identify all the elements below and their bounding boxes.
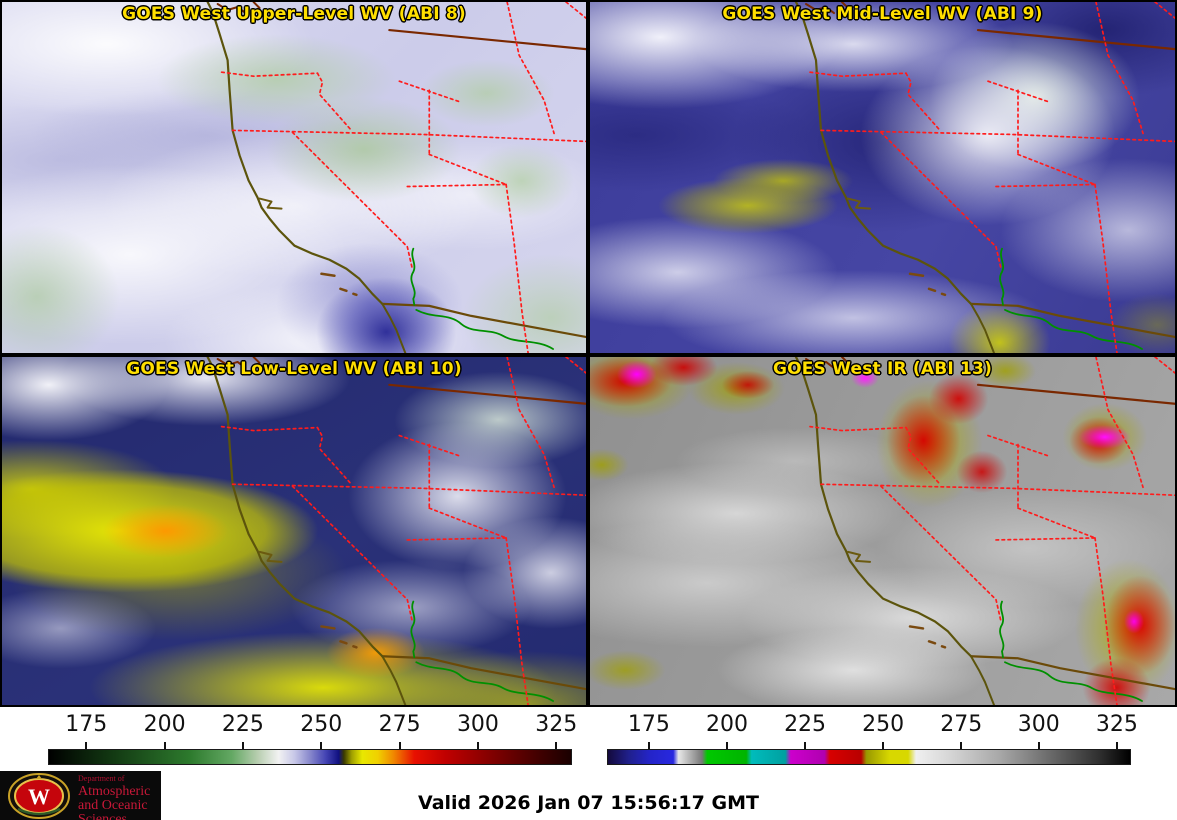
logo-dept-line: Department of	[78, 774, 125, 783]
map-borders-overlay	[794, 2, 1175, 353]
panel-infrared: GOES West IR (ABI 13)	[590, 357, 1175, 705]
colorbar-tick-label: 225	[784, 712, 827, 737]
colorbar-tick-label: 325	[1095, 712, 1138, 737]
valid-time-label: Valid 2026 Jan 07 15:56:17 GMT	[418, 792, 759, 814]
map-borders-overlay	[206, 357, 586, 705]
colorbar-tick-label: 275	[940, 712, 983, 737]
colorbar-tick-mark	[398, 742, 401, 749]
colorbar-tick-mark	[725, 742, 728, 749]
map-borders-overlay	[206, 2, 586, 353]
uw-crest-icon: W	[8, 773, 70, 819]
panel-title-abi8: GOES West Upper-Level WV (ABI 8)	[122, 4, 466, 24]
colorbar-tick-mark	[555, 742, 558, 749]
colorbar-tick-mark	[647, 742, 650, 749]
colorbar-tick-mark	[85, 742, 88, 749]
colorbar-tick-label: 200	[143, 712, 186, 737]
panel-title-abi13: GOES West IR (ABI 13)	[772, 359, 993, 379]
colorbar-gradient-infrared	[607, 749, 1131, 765]
satellite-image-abi9	[590, 2, 1175, 353]
panel-upper-level-wv: GOES West Upper-Level WV (ABI 8)	[2, 2, 586, 353]
colorbar-tick-mark	[241, 742, 244, 749]
map-borders-overlay	[794, 357, 1175, 705]
colorbar-tick-mark	[1037, 742, 1040, 749]
colorbar-water-vapor: 175 200 225 250 275 300 325	[48, 707, 577, 771]
satellite-panel-grid: GOES West Upper-Level WV (ABI 8) GOES We…	[0, 0, 1177, 707]
colorbar-tick-label: 275	[378, 712, 421, 737]
colorbar-gradient-water-vapor	[48, 749, 572, 765]
colorbar-tick-label: 250	[862, 712, 905, 737]
panel-low-level-wv: GOES West Low-Level WV (ABI 10)	[2, 357, 586, 705]
logo-text: Department of Atmospheric and Oceanic Sc…	[78, 775, 161, 820]
colorbar-tick-mark	[1115, 742, 1118, 749]
satellite-image-abi10	[2, 357, 586, 705]
colorbar-tick-label: 225	[221, 712, 264, 737]
colorbar-tick-mark	[804, 742, 807, 749]
colorbar-infrared: 175 200 225 250 275 300 325	[607, 707, 1138, 771]
satellite-image-abi8	[2, 2, 586, 353]
colorbar-tick-label: 300	[1017, 712, 1060, 737]
colorbar-tick-label: 250	[300, 712, 343, 737]
colorbar-tick-mark	[882, 742, 885, 749]
panel-title-abi10: GOES West Low-Level WV (ABI 10)	[126, 359, 462, 379]
colorbar-tick-label: 200	[705, 712, 748, 737]
colorbar-tick-mark	[960, 742, 963, 749]
panel-title-abi9: GOES West Mid-Level WV (ABI 9)	[722, 4, 1043, 24]
panel-mid-level-wv: GOES West Mid-Level WV (ABI 9)	[590, 2, 1175, 353]
satellite-image-abi13	[590, 357, 1175, 705]
colorbar-tick-label: 175	[65, 712, 108, 737]
logo-line2: and Oceanic Sciences	[78, 798, 148, 820]
colorbar-tick-label: 175	[627, 712, 670, 737]
logo-line1: Atmospheric	[78, 784, 151, 799]
colorbar-tick-mark	[163, 742, 166, 749]
colorbar-tick-label: 325	[535, 712, 578, 737]
colorbar-tick-mark	[320, 742, 323, 749]
uw-aos-logo: W Department of Atmospheric and Oceanic …	[0, 771, 161, 820]
colorbar-tick-label: 300	[456, 712, 499, 737]
colorbar-tick-mark	[476, 742, 479, 749]
svg-text:W: W	[28, 784, 50, 809]
